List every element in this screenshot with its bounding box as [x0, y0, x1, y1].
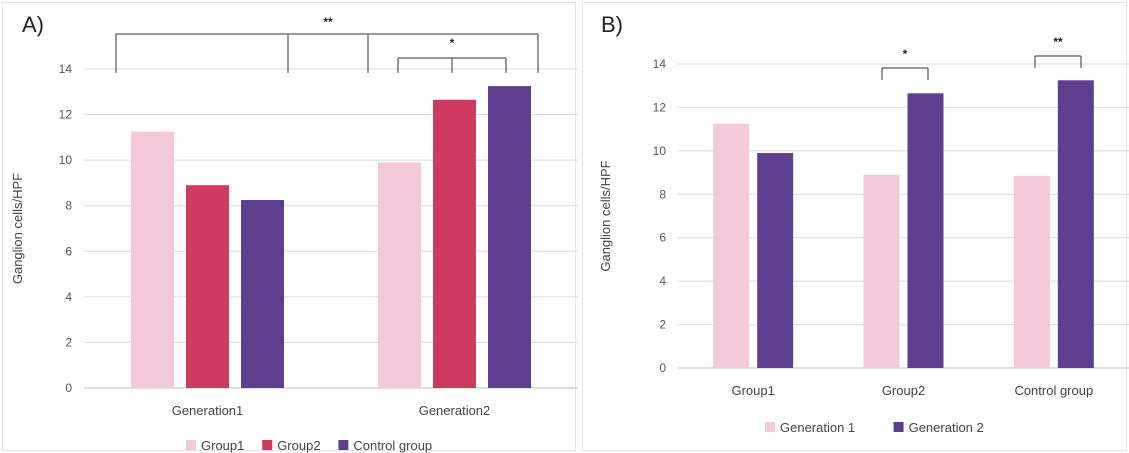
- chart-a-svg: 0 2 4 6 8 10 12 14 Ganglion cells/HPF Generation1…: [0, 0, 580, 453]
- bar-generation-2-group2: [908, 93, 944, 368]
- legend-swatch-group2: [262, 440, 272, 450]
- legend-label-control-group: Control group: [353, 438, 432, 453]
- y-tick-label: 8: [65, 199, 72, 213]
- bar-group1-generation2: [378, 162, 421, 388]
- chart-b-svg: 0 2 4 6 8 10 12 14 Ganglion cells/HPF Group1 Group…: [580, 0, 1129, 453]
- y-tick-label: 2: [659, 318, 666, 332]
- significance-marker: *: [903, 47, 908, 61]
- chart-panel-a: A) 0 2 4 6 8 10 12 14 Ganglion cells/HPF Generati…: [0, 0, 580, 453]
- bar-generation-1-group1: [713, 124, 749, 368]
- significance-marker: **: [1053, 35, 1063, 49]
- y-tick-label: 4: [65, 290, 72, 304]
- y-axis-title: Ganglion cells/HPF: [598, 160, 613, 271]
- legend-label-generation-1: Generation 1: [780, 420, 855, 435]
- legend-swatch-generation-2: [894, 422, 904, 432]
- y-axis-title: Ganglion cells/HPF: [10, 173, 25, 284]
- y-tick-label: 8: [659, 187, 666, 201]
- legend-label-group1: Group1: [201, 438, 244, 453]
- y-tick-label: 4: [659, 274, 666, 288]
- bar-group1-generation1: [131, 132, 174, 388]
- y-tick-label: 2: [65, 335, 72, 349]
- bar-group2-generation1: [186, 185, 229, 388]
- legend-label-generation-2: Generation 2: [909, 420, 984, 435]
- bar-generation-1-group2: [864, 175, 900, 368]
- y-tick-label: 14: [653, 57, 667, 71]
- y-tick-label: 6: [65, 244, 72, 258]
- legend-swatch-group1: [186, 440, 196, 450]
- x-category-label: Group1: [731, 383, 774, 398]
- significance-marker: **: [323, 15, 333, 29]
- x-category-label: Group2: [882, 383, 925, 398]
- legend-swatch-generation-1: [765, 422, 775, 432]
- bar-control-group-generation2: [488, 86, 531, 388]
- y-tick-label: 10: [59, 153, 73, 167]
- y-tick-label: 12: [59, 108, 73, 122]
- bar-control-group-generation1: [241, 200, 284, 388]
- significance-marker: *: [450, 36, 455, 50]
- bar-generation-1-control-group: [1014, 176, 1050, 368]
- chart-panel-b: B) 0 2 4 6 8 10 12 14 Ganglion cells/HPF Group1 Gr…: [580, 0, 1129, 453]
- legend-swatch-control-group: [338, 440, 348, 450]
- y-tick-label: 14: [59, 62, 73, 76]
- legend-label-group2: Group2: [277, 438, 320, 453]
- bar-group2-generation2: [433, 100, 476, 388]
- y-tick-label: 0: [65, 381, 72, 395]
- bar-generation-2-control-group: [1058, 80, 1094, 368]
- x-category-label: Generation1: [172, 403, 244, 418]
- y-tick-label: 0: [659, 361, 666, 375]
- x-category-label: Generation2: [419, 403, 491, 418]
- y-tick-label: 12: [653, 100, 667, 114]
- y-tick-label: 10: [653, 144, 667, 158]
- y-tick-label: 6: [659, 231, 666, 245]
- bar-generation-2-group1: [757, 153, 793, 368]
- x-category-label: Control group: [1014, 383, 1093, 398]
